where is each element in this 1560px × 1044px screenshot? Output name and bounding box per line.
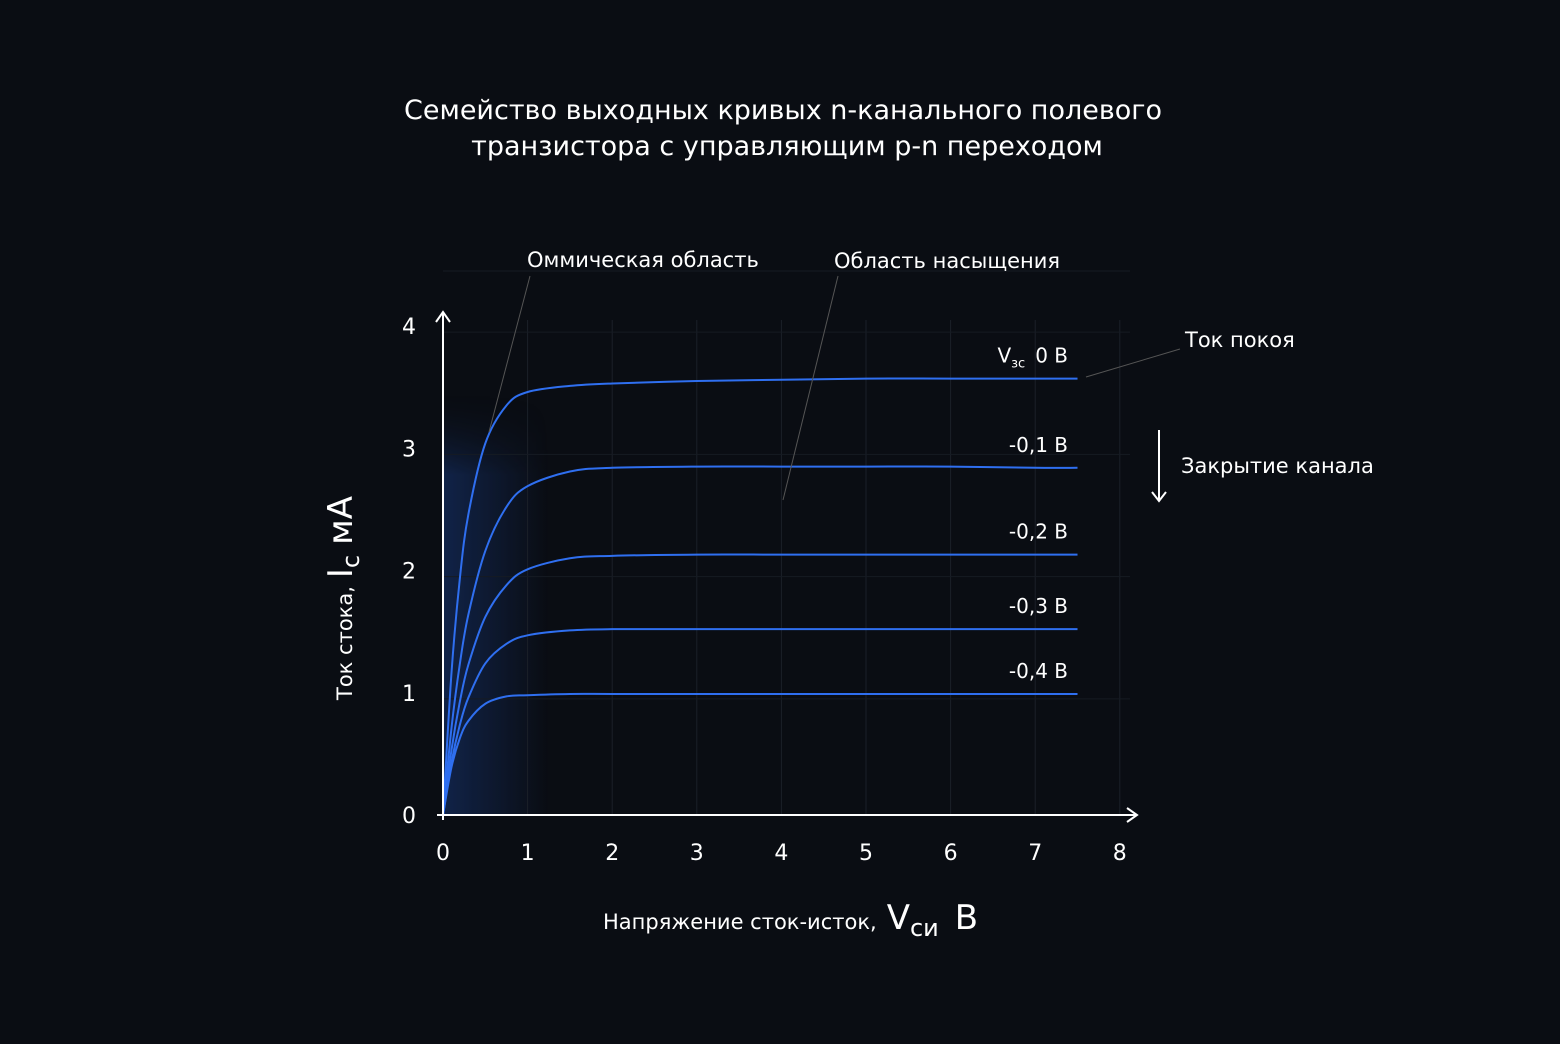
saturation-region-leader <box>782 275 839 501</box>
ohmic-region-glow <box>443 390 548 815</box>
x-tick-label: 1 <box>521 841 535 866</box>
x-tick-label: 3 <box>690 841 704 866</box>
chart-title-line-1: Семейство выходных кривых n-канального п… <box>404 95 1162 126</box>
series-line <box>442 692 1078 816</box>
y-axis-arrow-icon <box>435 310 451 323</box>
ohmic-region-leader <box>488 275 531 433</box>
series-line <box>442 465 1078 816</box>
y-tick-label: 0 <box>402 804 416 829</box>
series-line <box>442 377 1078 816</box>
x-tick-label: 7 <box>1028 841 1042 866</box>
y-tick-label: 2 <box>402 560 416 585</box>
chart-title-line-2: транзистора с управляющим p-n переходом <box>471 131 1103 162</box>
series-label: -0,3 В <box>1009 594 1068 618</box>
series-label: -0,4 В <box>1009 659 1068 683</box>
x-tick-labels: 0 1 2 3 4 5 6 7 8 <box>436 841 1127 866</box>
y-tick-label: 4 <box>402 315 416 340</box>
quiescent-current-leader <box>1085 348 1181 378</box>
channel-closing-label: Закрытие канала <box>1181 454 1374 478</box>
x-tick-label: 8 <box>1113 841 1127 866</box>
series-label: Vзс 0 В <box>997 344 1068 372</box>
y-tick-label: 1 <box>402 682 416 707</box>
x-tick-label: 0 <box>436 841 450 866</box>
x-tick-label: 5 <box>859 841 873 866</box>
x-tick-label: 2 <box>605 841 619 866</box>
y-tick-labels: 0 1 2 3 4 <box>402 315 416 829</box>
quiescent-current-label: Ток покоя <box>1184 328 1295 352</box>
series-label: -0,1 В <box>1009 433 1068 457</box>
series-line <box>442 553 1078 816</box>
series-label: -0,2 В <box>1009 520 1068 544</box>
x-tick-label: 4 <box>774 841 788 866</box>
y-tick-label: 3 <box>402 437 416 462</box>
down-arrow-icon <box>1151 491 1167 503</box>
series-line <box>442 628 1078 816</box>
ohmic-region-label: Оммическая область <box>527 248 759 272</box>
series-labels: Vзс 0 В -0,1 В -0,2 В -0,3 В -0,4 В <box>997 344 1068 683</box>
saturation-region-label: Область насыщения <box>834 249 1060 273</box>
curves <box>442 377 1078 816</box>
x-tick-label: 6 <box>944 841 958 866</box>
y-axis-label: Ток стока,IcмА <box>321 496 365 701</box>
x-axis-label: Напряжение сток-исток, Vси В <box>603 898 978 942</box>
x-axis-arrow-icon <box>1126 807 1139 823</box>
grid <box>443 270 1130 815</box>
